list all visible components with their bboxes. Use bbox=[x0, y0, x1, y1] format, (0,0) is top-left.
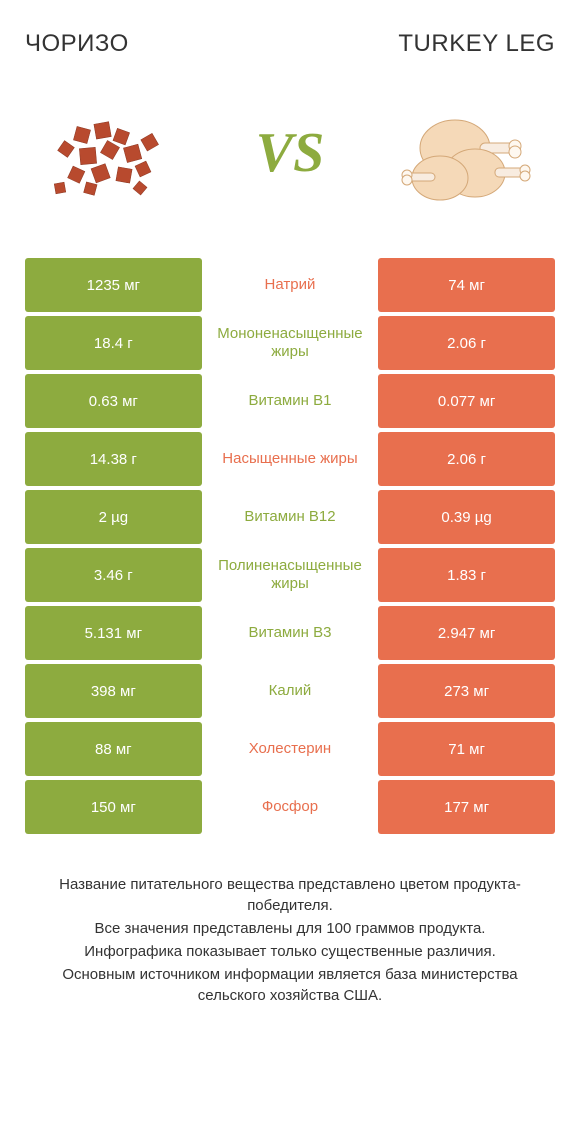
cell-left-value: 2 µg bbox=[25, 490, 202, 544]
cell-nutrient-label: Полиненасыщенные жиры bbox=[202, 548, 379, 602]
cell-right-value: 2.06 г bbox=[378, 432, 555, 486]
table-row: 5.131 мгВитамин B32.947 мг bbox=[25, 606, 555, 660]
table-row: 2 µgВитамин B120.39 µg bbox=[25, 490, 555, 544]
table-row: 14.38 гНасыщенные жиры2.06 г bbox=[25, 432, 555, 486]
title-left: ЧОРИЗО bbox=[25, 30, 129, 58]
cell-right-value: 71 мг bbox=[378, 722, 555, 776]
cell-left-value: 14.38 г bbox=[25, 432, 202, 486]
cell-left-value: 5.131 мг bbox=[25, 606, 202, 660]
cell-right-value: 2.06 г bbox=[378, 316, 555, 370]
table-row: 1235 мгНатрий74 мг bbox=[25, 258, 555, 312]
table-row: 398 мгКалий273 мг bbox=[25, 664, 555, 718]
cell-nutrient-label: Витамин B1 bbox=[202, 374, 379, 428]
footer-line-4: Основным источником информации является … bbox=[35, 964, 545, 1006]
cell-right-value: 2.947 мг bbox=[378, 606, 555, 660]
cell-right-value: 0.077 мг bbox=[378, 374, 555, 428]
cell-left-value: 88 мг bbox=[25, 722, 202, 776]
cell-nutrient-label: Витамин B12 bbox=[202, 490, 379, 544]
cell-left-value: 398 мг bbox=[25, 664, 202, 718]
cell-nutrient-label: Натрий bbox=[202, 258, 379, 312]
footer-line-2: Все значения представлены для 100 граммо… bbox=[35, 918, 545, 939]
table-row: 18.4 гМононенасыщенные жиры2.06 г bbox=[25, 316, 555, 370]
cell-left-value: 150 мг bbox=[25, 780, 202, 834]
cell-left-value: 3.46 г bbox=[25, 548, 202, 602]
vs-label: VS bbox=[256, 121, 325, 185]
comparison-table: 1235 мгНатрий74 мг18.4 гМононенасыщенные… bbox=[25, 258, 555, 834]
cell-nutrient-label: Мононенасыщенные жиры bbox=[202, 316, 379, 370]
cell-right-value: 177 мг bbox=[378, 780, 555, 834]
chorizo-image bbox=[25, 88, 195, 218]
cell-nutrient-label: Фосфор bbox=[202, 780, 379, 834]
cell-right-value: 74 мг bbox=[378, 258, 555, 312]
cell-nutrient-label: Витамин B3 bbox=[202, 606, 379, 660]
table-row: 3.46 гПолиненасыщенные жиры1.83 г bbox=[25, 548, 555, 602]
cell-left-value: 18.4 г bbox=[25, 316, 202, 370]
header: ЧОРИЗО TURKEY LEG bbox=[25, 30, 555, 58]
cell-right-value: 273 мг bbox=[378, 664, 555, 718]
title-right: TURKEY LEG bbox=[398, 30, 555, 58]
table-row: 0.63 мгВитамин B10.077 мг bbox=[25, 374, 555, 428]
cell-left-value: 1235 мг bbox=[25, 258, 202, 312]
footer-text: Название питательного вещества представл… bbox=[25, 874, 555, 1006]
footer-line-3: Инфографика показывает только существенн… bbox=[35, 941, 545, 962]
cell-nutrient-label: Холестерин bbox=[202, 722, 379, 776]
cell-right-value: 1.83 г bbox=[378, 548, 555, 602]
turkey-leg-image bbox=[385, 88, 555, 218]
footer-line-1: Название питательного вещества представл… bbox=[35, 874, 545, 916]
table-row: 88 мгХолестерин71 мг bbox=[25, 722, 555, 776]
table-row: 150 мгФосфор177 мг bbox=[25, 780, 555, 834]
cell-right-value: 0.39 µg bbox=[378, 490, 555, 544]
images-row: VS bbox=[25, 78, 555, 228]
cell-nutrient-label: Насыщенные жиры bbox=[202, 432, 379, 486]
cell-nutrient-label: Калий bbox=[202, 664, 379, 718]
cell-left-value: 0.63 мг bbox=[25, 374, 202, 428]
